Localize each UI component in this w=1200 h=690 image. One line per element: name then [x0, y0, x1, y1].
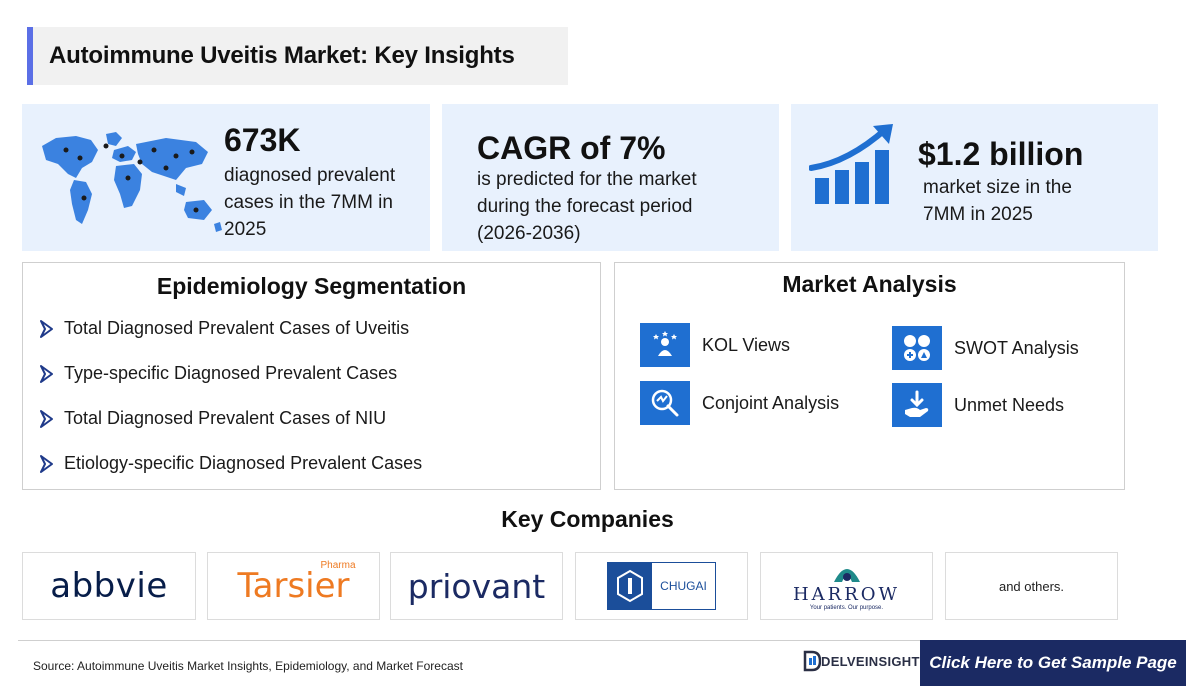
market-item-conjoint: Conjoint Analysis: [640, 381, 839, 425]
harrow-tagline: Your patients. Our purpose.: [809, 604, 884, 611]
others-text: and others.: [998, 578, 1065, 594]
stat-line: is predicted for the market: [477, 169, 697, 190]
market-item-unmet: Unmet Needs: [892, 383, 1064, 427]
chugai-logo-text: CHUGAI: [660, 579, 707, 593]
logo-others: and others.: [945, 552, 1118, 620]
source-text: Source: Autoimmune Uveitis Market Insigh…: [33, 659, 463, 673]
market-item-label: Conjoint Analysis: [702, 392, 840, 413]
harrow-emblem-icon: [833, 568, 860, 582]
stat-value-prevalence: 673K: [224, 122, 301, 158]
companies-title: Key Companies: [501, 506, 674, 532]
chevron-right-icon: [40, 409, 53, 428]
epidemiology-panel: Epidemiology Segmentation Total Diagnose…: [22, 262, 601, 490]
epidemiology-item: Total Diagnosed Prevalent Cases of NIU: [38, 408, 386, 429]
stat-text-cagr: is predicted for the market during the f…: [477, 166, 697, 247]
epidemiology-item: Type-specific Diagnosed Prevalent Cases: [38, 363, 397, 384]
growth-chart-icon: [809, 124, 893, 204]
market-item-label: Unmet Needs: [954, 394, 1065, 415]
tarsier-logo-superscript: Pharma: [320, 560, 356, 571]
logo-priovant: priovant: [390, 552, 563, 620]
epidemiology-item: Total Diagnosed Prevalent Cases of Uveit…: [38, 318, 409, 339]
stat-line: market size in the: [923, 177, 1072, 198]
stat-line: 7MM in 2025: [923, 204, 1033, 225]
stat-line: during the forecast period: [477, 196, 693, 217]
epidemiology-title: Epidemiology Segmentation: [156, 273, 467, 299]
sample-page-button[interactable]: Click Here to Get Sample Page: [920, 640, 1186, 686]
epidemiology-item-label: Total Diagnosed Prevalent Cases of Uveit…: [64, 318, 410, 338]
harrow-logo-text: HARROW: [792, 583, 901, 605]
footer-divider: [18, 640, 1186, 641]
delveinsight-text: DELVEINSIGHT: [821, 653, 920, 669]
stat-text-market-size: market size in the 7MM in 2025: [923, 174, 1072, 228]
stat-line: cases in the 7MM in: [224, 192, 393, 213]
logo-abbvie: abbvie: [22, 552, 196, 620]
logo-chugai: CHUGAI: [575, 552, 748, 620]
title-box: Autoimmune Uveitis Market: Key Insights: [27, 27, 568, 85]
swot-icon: [892, 326, 942, 370]
chevron-right-icon: [40, 454, 53, 473]
stat-value-cagr: CAGR of 7%: [477, 130, 666, 166]
abbvie-logo-text: abbvie: [50, 566, 168, 606]
market-item-kol: KOL Views: [640, 323, 790, 367]
chevron-right-icon: [40, 364, 53, 383]
tarsier-logo-text: Tarsier: [237, 566, 350, 606]
chugai-emblem-icon: [608, 563, 653, 609]
logo-tarsier: Tarsier Pharma: [207, 552, 380, 620]
world-map-icon: [42, 132, 222, 232]
page-title: Autoimmune Uveitis Market: Key Insights: [49, 42, 515, 69]
market-item-label: SWOT Analysis: [954, 337, 1079, 358]
stat-text-prevalence: diagnosed prevalent cases in the 7MM in …: [224, 162, 395, 243]
chevron-right-icon: [40, 319, 53, 338]
sample-page-button-label: Click Here to Get Sample Page: [929, 653, 1177, 672]
stat-line: 2025: [224, 219, 267, 240]
stat-card-prevalence: 673K diagnosed prevalent cases in the 7M…: [22, 104, 430, 251]
unmet-needs-icon: [892, 383, 942, 427]
epidemiology-item-label: Type-specific Diagnosed Prevalent Cases: [64, 363, 398, 383]
priovant-logo-text: priovant: [407, 566, 546, 606]
market-analysis-title: Market Analysis: [782, 271, 957, 297]
market-item-label: KOL Views: [702, 334, 791, 355]
epidemiology-item-label: Total Diagnosed Prevalent Cases of NIU: [64, 408, 387, 428]
kol-icon: [640, 323, 690, 367]
epidemiology-item: Etiology-specific Diagnosed Prevalent Ca…: [38, 453, 422, 474]
conjoint-icon: [640, 381, 690, 425]
delveinsight-mark-icon: [803, 650, 821, 672]
stat-card-cagr: CAGR of 7% is predicted for the market d…: [442, 104, 779, 251]
delveinsight-logo: DELVEINSIGHT: [803, 650, 920, 672]
market-analysis-panel: Market Analysis KOL Views SWOT Analysis …: [614, 262, 1125, 490]
stat-value-market-size: $1.2 billion: [918, 136, 1084, 172]
logo-harrow: HARROW Your patients. Our purpose.: [760, 552, 933, 620]
epidemiology-item-label: Etiology-specific Diagnosed Prevalent Ca…: [64, 453, 423, 473]
stat-card-market-size: $1.2 billion market size in the 7MM in 2…: [791, 104, 1158, 251]
market-item-swot: SWOT Analysis: [892, 326, 1079, 370]
stat-line: diagnosed prevalent: [224, 165, 396, 186]
stat-line: (2026-2036): [477, 223, 581, 244]
